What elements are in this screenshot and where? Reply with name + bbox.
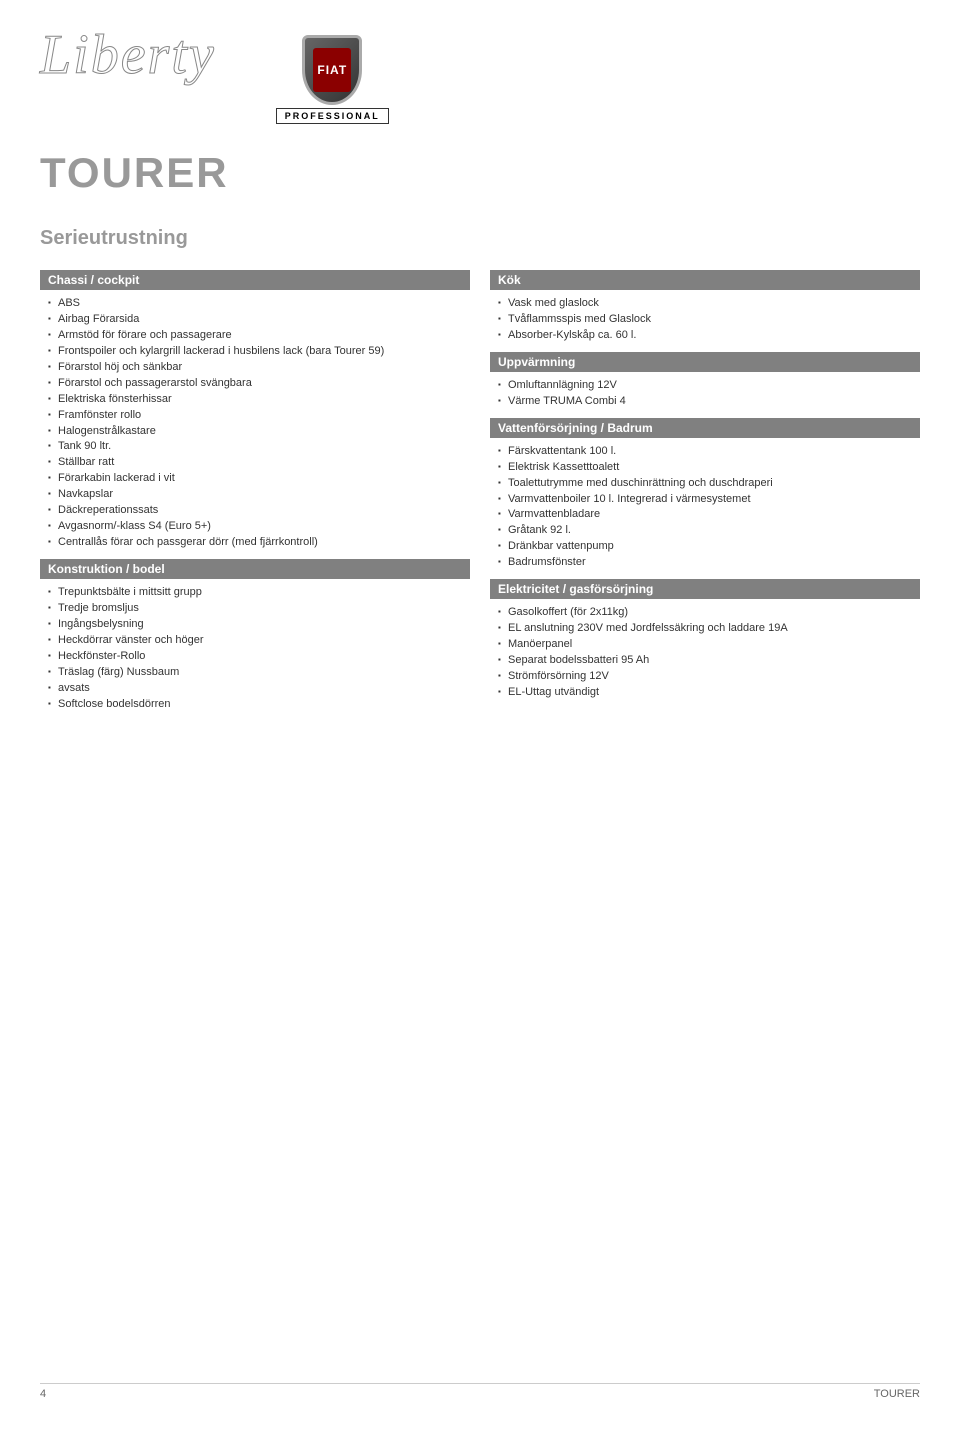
- page-title: TOURER: [40, 149, 920, 197]
- section-header: Chassi / cockpit: [40, 270, 470, 290]
- list-item: Manöerpanel: [498, 637, 920, 653]
- list-item: Elektriska fönsterhissar: [48, 392, 470, 408]
- professional-label: PROFESSIONAL: [276, 108, 389, 124]
- list-item: Navkapslar: [48, 487, 470, 503]
- list-item: Halogenstrålkastare: [48, 424, 470, 440]
- section-header: Uppvärmning: [490, 352, 920, 372]
- list-item: Airbag Förarsida: [48, 312, 470, 328]
- footer-label: TOURER: [874, 1388, 920, 1400]
- list-item: Absorber-Kylskåp ca. 60 l.: [498, 328, 920, 344]
- page-header: Liberty FIAT PROFESSIONAL: [40, 30, 920, 124]
- list-item: Heckfönster-Rollo: [48, 649, 470, 665]
- list-item: Frontspoiler och kylargrill lackerad i h…: [48, 344, 470, 360]
- list-item: Vask med glaslock: [498, 296, 920, 312]
- list-item: Framfönster rollo: [48, 408, 470, 424]
- section-list: ABSAirbag FörarsidaArmstöd för förare oc…: [40, 296, 470, 551]
- list-item: Armstöd för förare och passagerare: [48, 328, 470, 344]
- list-item: Ställbar ratt: [48, 455, 470, 471]
- section-header: Vattenförsörjning / Badrum: [490, 418, 920, 438]
- list-item: Tredje bromsljus: [48, 601, 470, 617]
- list-item: Badrumsfönster: [498, 555, 920, 571]
- list-item: EL-Uttag utvändigt: [498, 685, 920, 701]
- list-item: Förarstol och passagerarstol svängbara: [48, 376, 470, 392]
- fiat-shield-icon: FIAT: [302, 35, 362, 105]
- list-item: Softclose bodelsdörren: [48, 697, 470, 713]
- fiat-text: FIAT: [313, 48, 351, 92]
- section-list: Vask med glaslockTvåflammsspis med Glasl…: [490, 296, 920, 344]
- list-item: Förarkabin lackerad i vit: [48, 471, 470, 487]
- list-item: Träslag (färg) Nussbaum: [48, 665, 470, 681]
- section-list: Färskvattentank 100 l.Elektrisk Kassettt…: [490, 444, 920, 572]
- list-item: Förarstol höj och sänkbar: [48, 360, 470, 376]
- liberty-logo: Liberty: [40, 30, 216, 80]
- list-item: Tank 90 ltr.: [48, 439, 470, 455]
- list-item: avsats: [48, 681, 470, 697]
- section-header: Konstruktion / bodel: [40, 559, 470, 579]
- section-list: Gasolkoffert (för 2x11kg)EL anslutning 2…: [490, 605, 920, 701]
- list-item: Varmvattenbladare: [498, 507, 920, 523]
- list-item: Färskvattentank 100 l.: [498, 444, 920, 460]
- list-item: Toalettutrymme med duschinrättning och d…: [498, 476, 920, 492]
- list-item: Avgasnorm/-klass S4 (Euro 5+): [48, 519, 470, 535]
- list-item: Däckreperationssats: [48, 503, 470, 519]
- section-list: Trepunktsbälte i mittsitt gruppTredje br…: [40, 585, 470, 713]
- page-subtitle: Serieutrustning: [40, 227, 920, 250]
- fiat-badge: FIAT PROFESSIONAL: [276, 30, 389, 124]
- page-number: 4: [40, 1388, 46, 1400]
- section-list: Omluftannlägning 12VVärme TRUMA Combi 4: [490, 378, 920, 410]
- list-item: Centrallås förar och passgerar dörr (med…: [48, 535, 470, 551]
- list-item: Elektrisk Kassetttoalett: [498, 460, 920, 476]
- list-item: Omluftannlägning 12V: [498, 378, 920, 394]
- list-item: Ingångsbelysning: [48, 617, 470, 633]
- list-item: EL anslutning 230V med Jordfelssäkring o…: [498, 621, 920, 637]
- list-item: Gasolkoffert (för 2x11kg): [498, 605, 920, 621]
- left-column: Chassi / cockpit ABSAirbag FörarsidaArmst…: [40, 270, 470, 713]
- list-item: Heckdörrar vänster och höger: [48, 633, 470, 649]
- list-item: Strömförsörning 12V: [498, 669, 920, 685]
- list-item: Tvåflammsspis med Glaslock: [498, 312, 920, 328]
- list-item: Gråtank 92 l.: [498, 523, 920, 539]
- right-column: Kök Vask med glaslockTvåflammsspis med Gl…: [490, 270, 920, 713]
- list-item: Dränkbar vattenpump: [498, 539, 920, 555]
- list-item: Trepunktsbälte i mittsitt grupp: [48, 585, 470, 601]
- list-item: Separat bodelssbatteri 95 Ah: [498, 653, 920, 669]
- page-footer: 4 TOURER: [40, 1383, 920, 1400]
- list-item: Varmvattenboiler 10 l. Integrerad i värm…: [498, 492, 920, 508]
- section-header: Kök: [490, 270, 920, 290]
- list-item: ABS: [48, 296, 470, 312]
- section-header: Elektricitet / gasförsörjning: [490, 579, 920, 599]
- content-columns: Chassi / cockpit ABSAirbag FörarsidaArmst…: [40, 270, 920, 713]
- list-item: Värme TRUMA Combi 4: [498, 394, 920, 410]
